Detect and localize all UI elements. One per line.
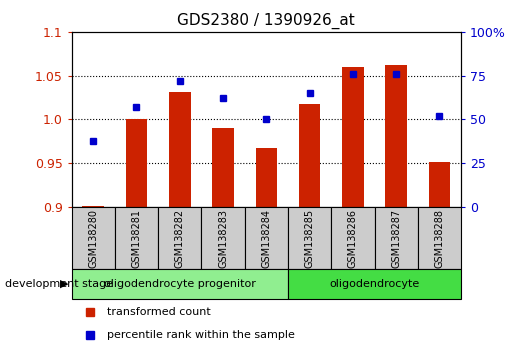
Bar — [375, 207, 418, 269]
Bar — [429, 162, 450, 207]
Text: GSM138288: GSM138288 — [435, 209, 445, 268]
Bar — [115, 207, 158, 269]
Title: GDS2380 / 1390926_at: GDS2380 / 1390926_at — [178, 13, 355, 29]
Bar — [169, 92, 191, 207]
Bar — [201, 207, 245, 269]
Text: percentile rank within the sample: percentile rank within the sample — [107, 330, 295, 341]
Bar — [255, 148, 277, 207]
Bar — [288, 207, 331, 269]
Text: GSM138281: GSM138281 — [131, 209, 142, 268]
Text: GSM138283: GSM138283 — [218, 209, 228, 268]
Bar — [385, 65, 407, 207]
Bar — [331, 207, 375, 269]
Bar — [82, 206, 104, 207]
Text: GSM138282: GSM138282 — [175, 209, 185, 268]
Text: GSM138286: GSM138286 — [348, 209, 358, 268]
Bar — [299, 104, 321, 207]
Bar — [158, 207, 201, 269]
Text: GSM138287: GSM138287 — [391, 209, 401, 268]
Bar — [342, 67, 364, 207]
Bar — [126, 119, 147, 207]
Bar — [245, 207, 288, 269]
Bar — [418, 207, 461, 269]
Text: GSM138280: GSM138280 — [88, 209, 98, 268]
Text: GSM138285: GSM138285 — [305, 209, 315, 268]
Text: oligodendrocyte progenitor: oligodendrocyte progenitor — [104, 279, 255, 289]
Bar — [288, 269, 461, 299]
Bar — [72, 207, 115, 269]
Text: development stage: development stage — [5, 279, 113, 289]
Text: transformed count: transformed count — [107, 307, 210, 318]
Bar — [212, 128, 234, 207]
Text: GSM138284: GSM138284 — [261, 209, 271, 268]
Text: oligodendrocyte: oligodendrocyte — [330, 279, 420, 289]
Text: ▶: ▶ — [60, 279, 69, 289]
Bar — [72, 269, 288, 299]
